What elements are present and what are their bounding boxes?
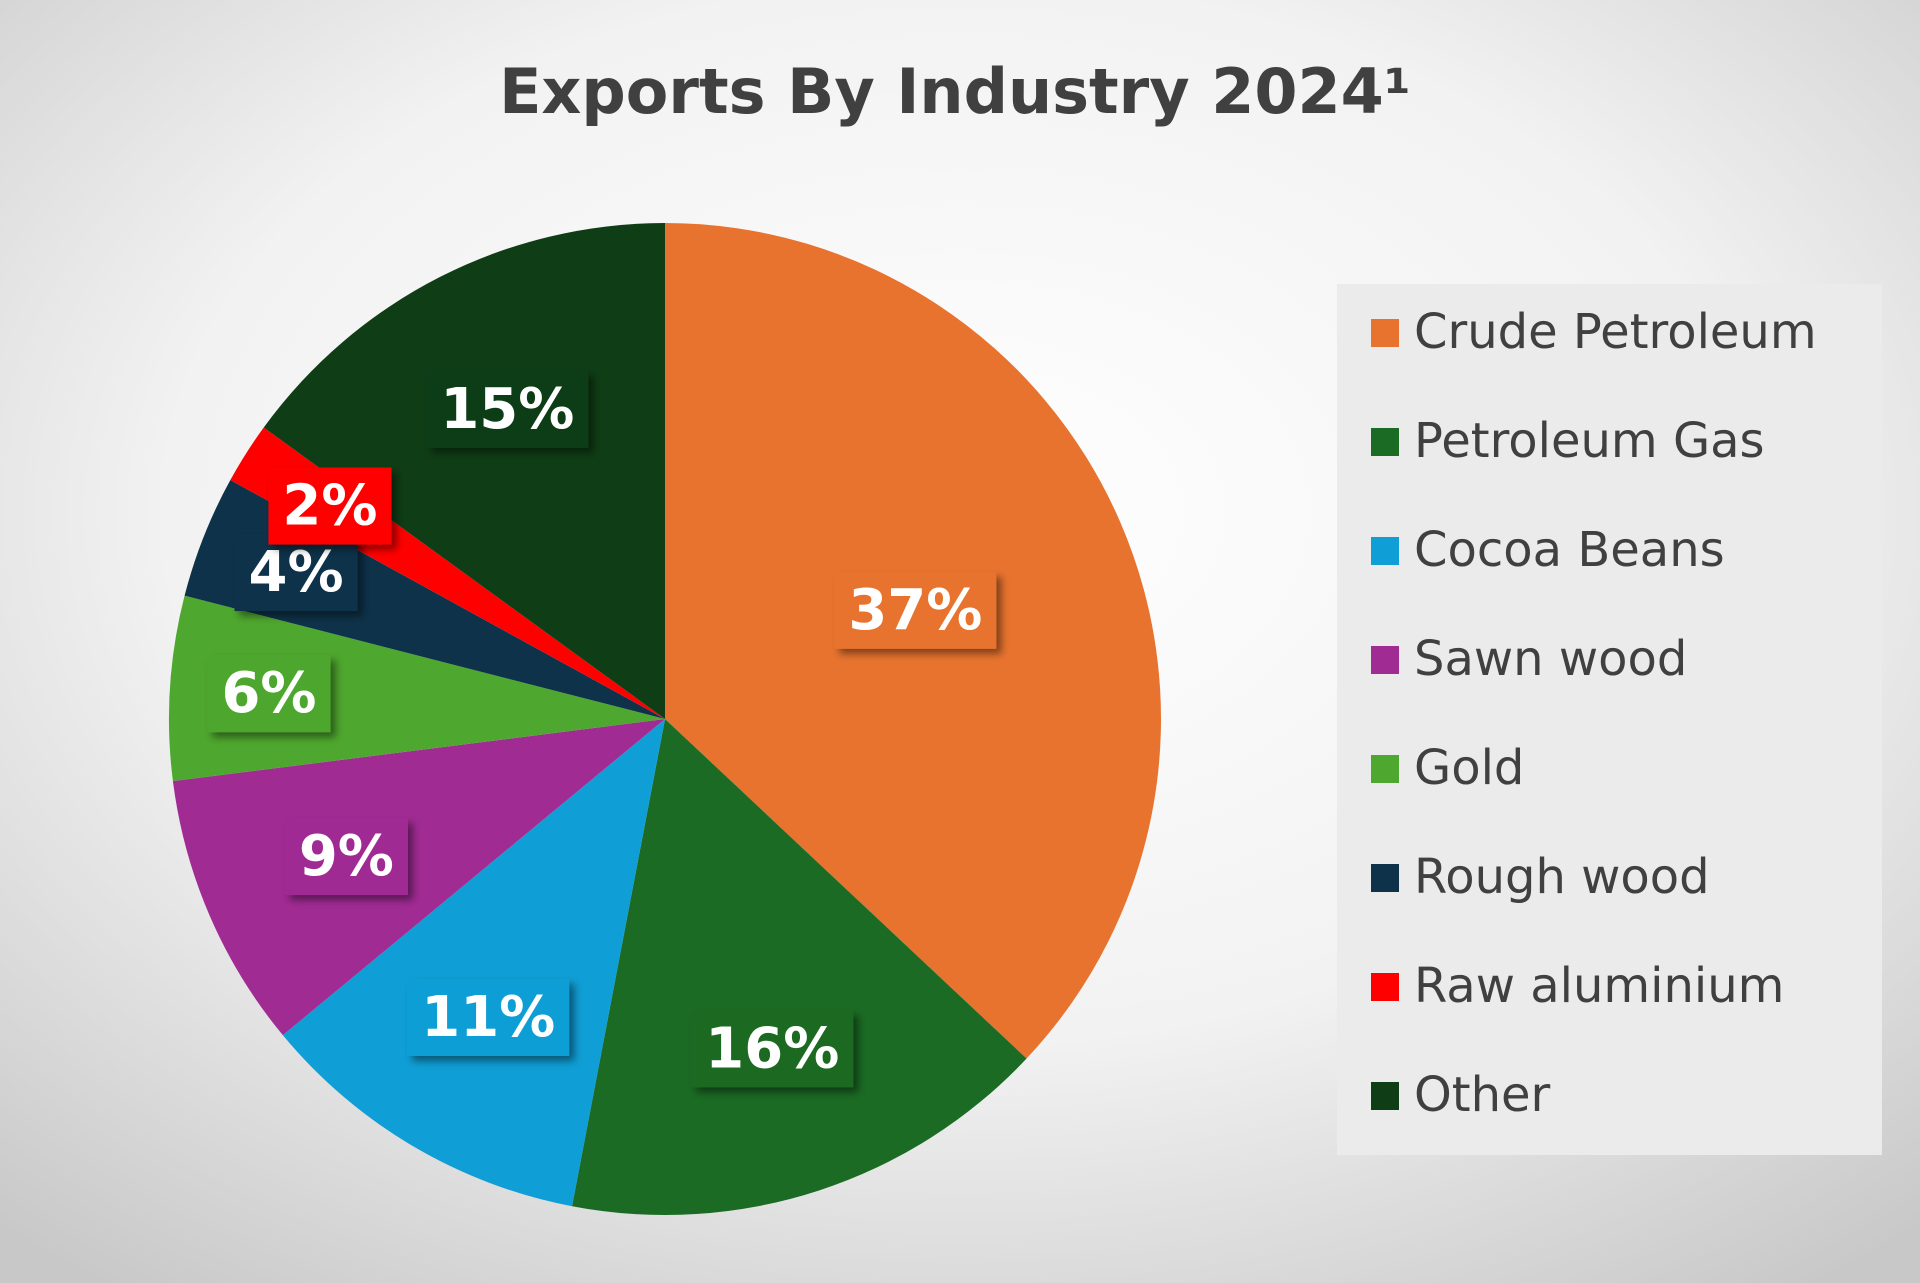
legend-label: Sawn wood bbox=[1414, 631, 1687, 687]
pie-slice bbox=[572, 719, 1027, 1215]
data-label-box bbox=[691, 1010, 854, 1088]
data-label-box bbox=[234, 534, 358, 612]
legend-swatch bbox=[1371, 973, 1399, 1001]
data-label: 37% bbox=[834, 571, 997, 649]
data-label-text: 16% bbox=[705, 1016, 839, 1081]
data-label-text: 6% bbox=[221, 661, 316, 726]
legend-label: Petroleum Gas bbox=[1414, 413, 1765, 469]
legend-swatch bbox=[1371, 537, 1399, 565]
legend-swatch bbox=[1371, 864, 1399, 892]
data-label-text: 4% bbox=[249, 540, 344, 605]
data-label: 11% bbox=[407, 978, 570, 1056]
data-label-box bbox=[834, 571, 997, 649]
data-label-box bbox=[407, 978, 570, 1056]
legend-swatch bbox=[1371, 755, 1399, 783]
data-label: 9% bbox=[284, 818, 408, 896]
legend-label: Crude Petroleum bbox=[1414, 304, 1817, 360]
legend-label: Cocoa Beans bbox=[1414, 522, 1725, 578]
data-label: 15% bbox=[426, 370, 589, 448]
data-label-text: 2% bbox=[282, 474, 377, 539]
pie-slice bbox=[172, 719, 665, 1036]
data-label-text: 11% bbox=[421, 985, 555, 1050]
data-label-box bbox=[207, 655, 331, 733]
data-label: 2% bbox=[268, 467, 392, 545]
data-label-box bbox=[268, 467, 392, 545]
legend-label: Other bbox=[1414, 1067, 1551, 1123]
pie-slice bbox=[263, 223, 665, 719]
chart-title: Exports By Industry 2024¹ bbox=[499, 55, 1411, 128]
data-label-text: 15% bbox=[440, 377, 574, 442]
legend-swatch bbox=[1371, 1082, 1399, 1110]
data-label-box bbox=[426, 370, 589, 448]
legend-swatch bbox=[1371, 428, 1399, 456]
pie-slice bbox=[168, 595, 665, 782]
data-label-text: 9% bbox=[299, 824, 394, 889]
pie-slice bbox=[282, 719, 665, 1207]
legend-swatch bbox=[1371, 646, 1399, 674]
data-label: 16% bbox=[691, 1010, 854, 1088]
data-label-box bbox=[284, 818, 408, 896]
legend-label: Rough wood bbox=[1414, 849, 1710, 905]
legend-swatch bbox=[1371, 319, 1399, 347]
data-label-text: 37% bbox=[848, 578, 982, 643]
legend-label: Gold bbox=[1414, 740, 1524, 796]
data-label: 6% bbox=[207, 655, 331, 733]
data-label: 4% bbox=[234, 534, 358, 612]
legend-box bbox=[1337, 284, 1882, 1155]
legend-label: Raw aluminium bbox=[1414, 958, 1784, 1014]
